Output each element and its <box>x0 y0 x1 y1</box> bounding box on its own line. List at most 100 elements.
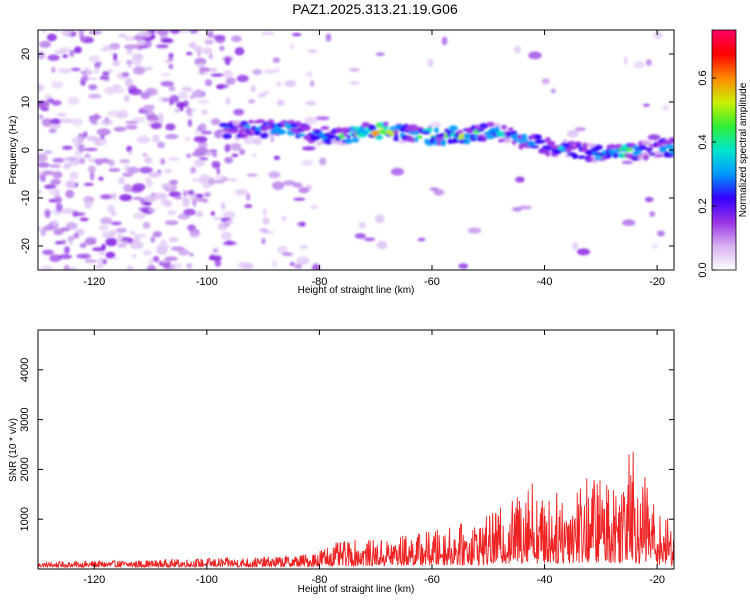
noise-blob <box>277 246 288 254</box>
signal-blob <box>658 146 667 153</box>
noise-blob <box>156 30 170 36</box>
noise-blob <box>441 36 448 46</box>
noise-blob <box>38 227 45 231</box>
noise-blob <box>104 86 118 95</box>
signal-blob <box>382 125 390 131</box>
noise-blob <box>261 31 275 35</box>
signal-blob <box>229 128 239 134</box>
noise-blob <box>194 147 208 155</box>
noise-blob <box>212 34 226 40</box>
noise-blob <box>165 123 176 131</box>
noise-blob <box>306 71 314 78</box>
noise-blob <box>84 153 91 159</box>
noise-blob <box>152 231 162 238</box>
noise-blob <box>296 256 310 265</box>
noise-blob <box>67 96 80 105</box>
noise-blob <box>541 78 550 85</box>
colorbar-label: Normalized spectral amplitude <box>738 82 749 217</box>
noise-blob <box>224 156 234 164</box>
noise-blob <box>192 198 197 207</box>
noise-blob <box>363 237 376 242</box>
noise-blob <box>56 112 67 118</box>
noise-blob <box>307 49 318 54</box>
noise-blob <box>53 219 58 226</box>
noise-blob <box>220 202 226 210</box>
noise-blob <box>224 143 231 153</box>
noise-blob <box>52 171 63 179</box>
noise-blob <box>125 121 139 124</box>
signal-blob <box>577 155 586 160</box>
noise-blob <box>142 104 155 111</box>
noise-blob <box>50 118 62 125</box>
colorbar-tick-label: 0.4 <box>697 134 709 149</box>
noise-blob <box>144 157 153 164</box>
noise-blob <box>271 259 278 268</box>
signal-blob <box>389 126 396 132</box>
signal-blob <box>383 121 389 127</box>
noise-blob <box>284 80 297 87</box>
y-tick-label: 1000 <box>19 507 31 531</box>
noise-blob <box>110 210 117 217</box>
noise-blob <box>108 168 121 172</box>
noise-blob <box>183 189 188 197</box>
noise-blob <box>201 47 213 55</box>
noise-blob <box>123 184 133 193</box>
noise-blob <box>162 97 172 102</box>
noise-blob <box>62 54 68 59</box>
noise-blob <box>41 118 53 127</box>
noise-blob <box>427 58 434 68</box>
noise-blob <box>574 127 586 132</box>
y-tick-label: 20 <box>20 48 32 60</box>
noise-blob <box>550 88 556 94</box>
noise-blob <box>39 114 44 120</box>
noise-blob <box>198 177 209 185</box>
noise-blob <box>126 265 134 270</box>
y-tick-label: -10 <box>20 190 32 206</box>
signal-blob <box>486 121 495 127</box>
snr-ticks: -120 -100 -80 -60 -40 -20 1000 2000 3000 4000 <box>19 330 674 586</box>
signal-blob <box>393 134 399 139</box>
noise-blob <box>222 69 233 79</box>
noise-blob <box>131 254 137 258</box>
noise-blob <box>160 158 166 165</box>
noise-blob <box>88 84 98 91</box>
noise-blob <box>467 227 482 234</box>
x-tick-label: -20 <box>649 276 665 288</box>
noise-blob <box>210 211 215 216</box>
noise-blob <box>178 30 190 34</box>
signal-blob <box>219 122 229 128</box>
noise-blob <box>123 94 130 103</box>
signal-blob <box>582 142 588 149</box>
signal-blob <box>567 141 576 145</box>
noise-blob <box>112 84 122 89</box>
noise-blob <box>226 219 234 225</box>
noise-blob <box>231 153 239 158</box>
noise-blob <box>216 84 225 90</box>
y-tick-label: -20 <box>20 238 32 254</box>
noise-blob <box>198 123 207 132</box>
noise-blob <box>113 53 118 61</box>
noise-blob <box>176 101 186 109</box>
signal-blob <box>503 137 511 144</box>
noise-blob <box>104 75 110 82</box>
noise-blob <box>137 41 146 47</box>
noise-blob <box>662 104 669 111</box>
noise-blob <box>107 68 114 72</box>
noise-blob <box>63 157 69 162</box>
noise-blob <box>113 87 126 94</box>
noise-blob <box>194 159 205 167</box>
noise-blob <box>50 179 61 186</box>
snr-x-axis-label: Height of straight line (km) <box>298 584 415 595</box>
noise-blob <box>55 203 63 212</box>
noise-blob <box>156 246 168 255</box>
noise-blob <box>305 100 317 106</box>
noise-blob <box>194 45 203 53</box>
signal-blob <box>521 133 528 139</box>
noise-blob <box>319 157 327 166</box>
noise-blob <box>374 214 385 224</box>
noise-blob <box>185 107 192 116</box>
signal-blob <box>529 145 540 149</box>
noise-blob <box>125 124 138 130</box>
x-tick-label: -80 <box>311 276 327 288</box>
noise-blob <box>177 213 190 220</box>
